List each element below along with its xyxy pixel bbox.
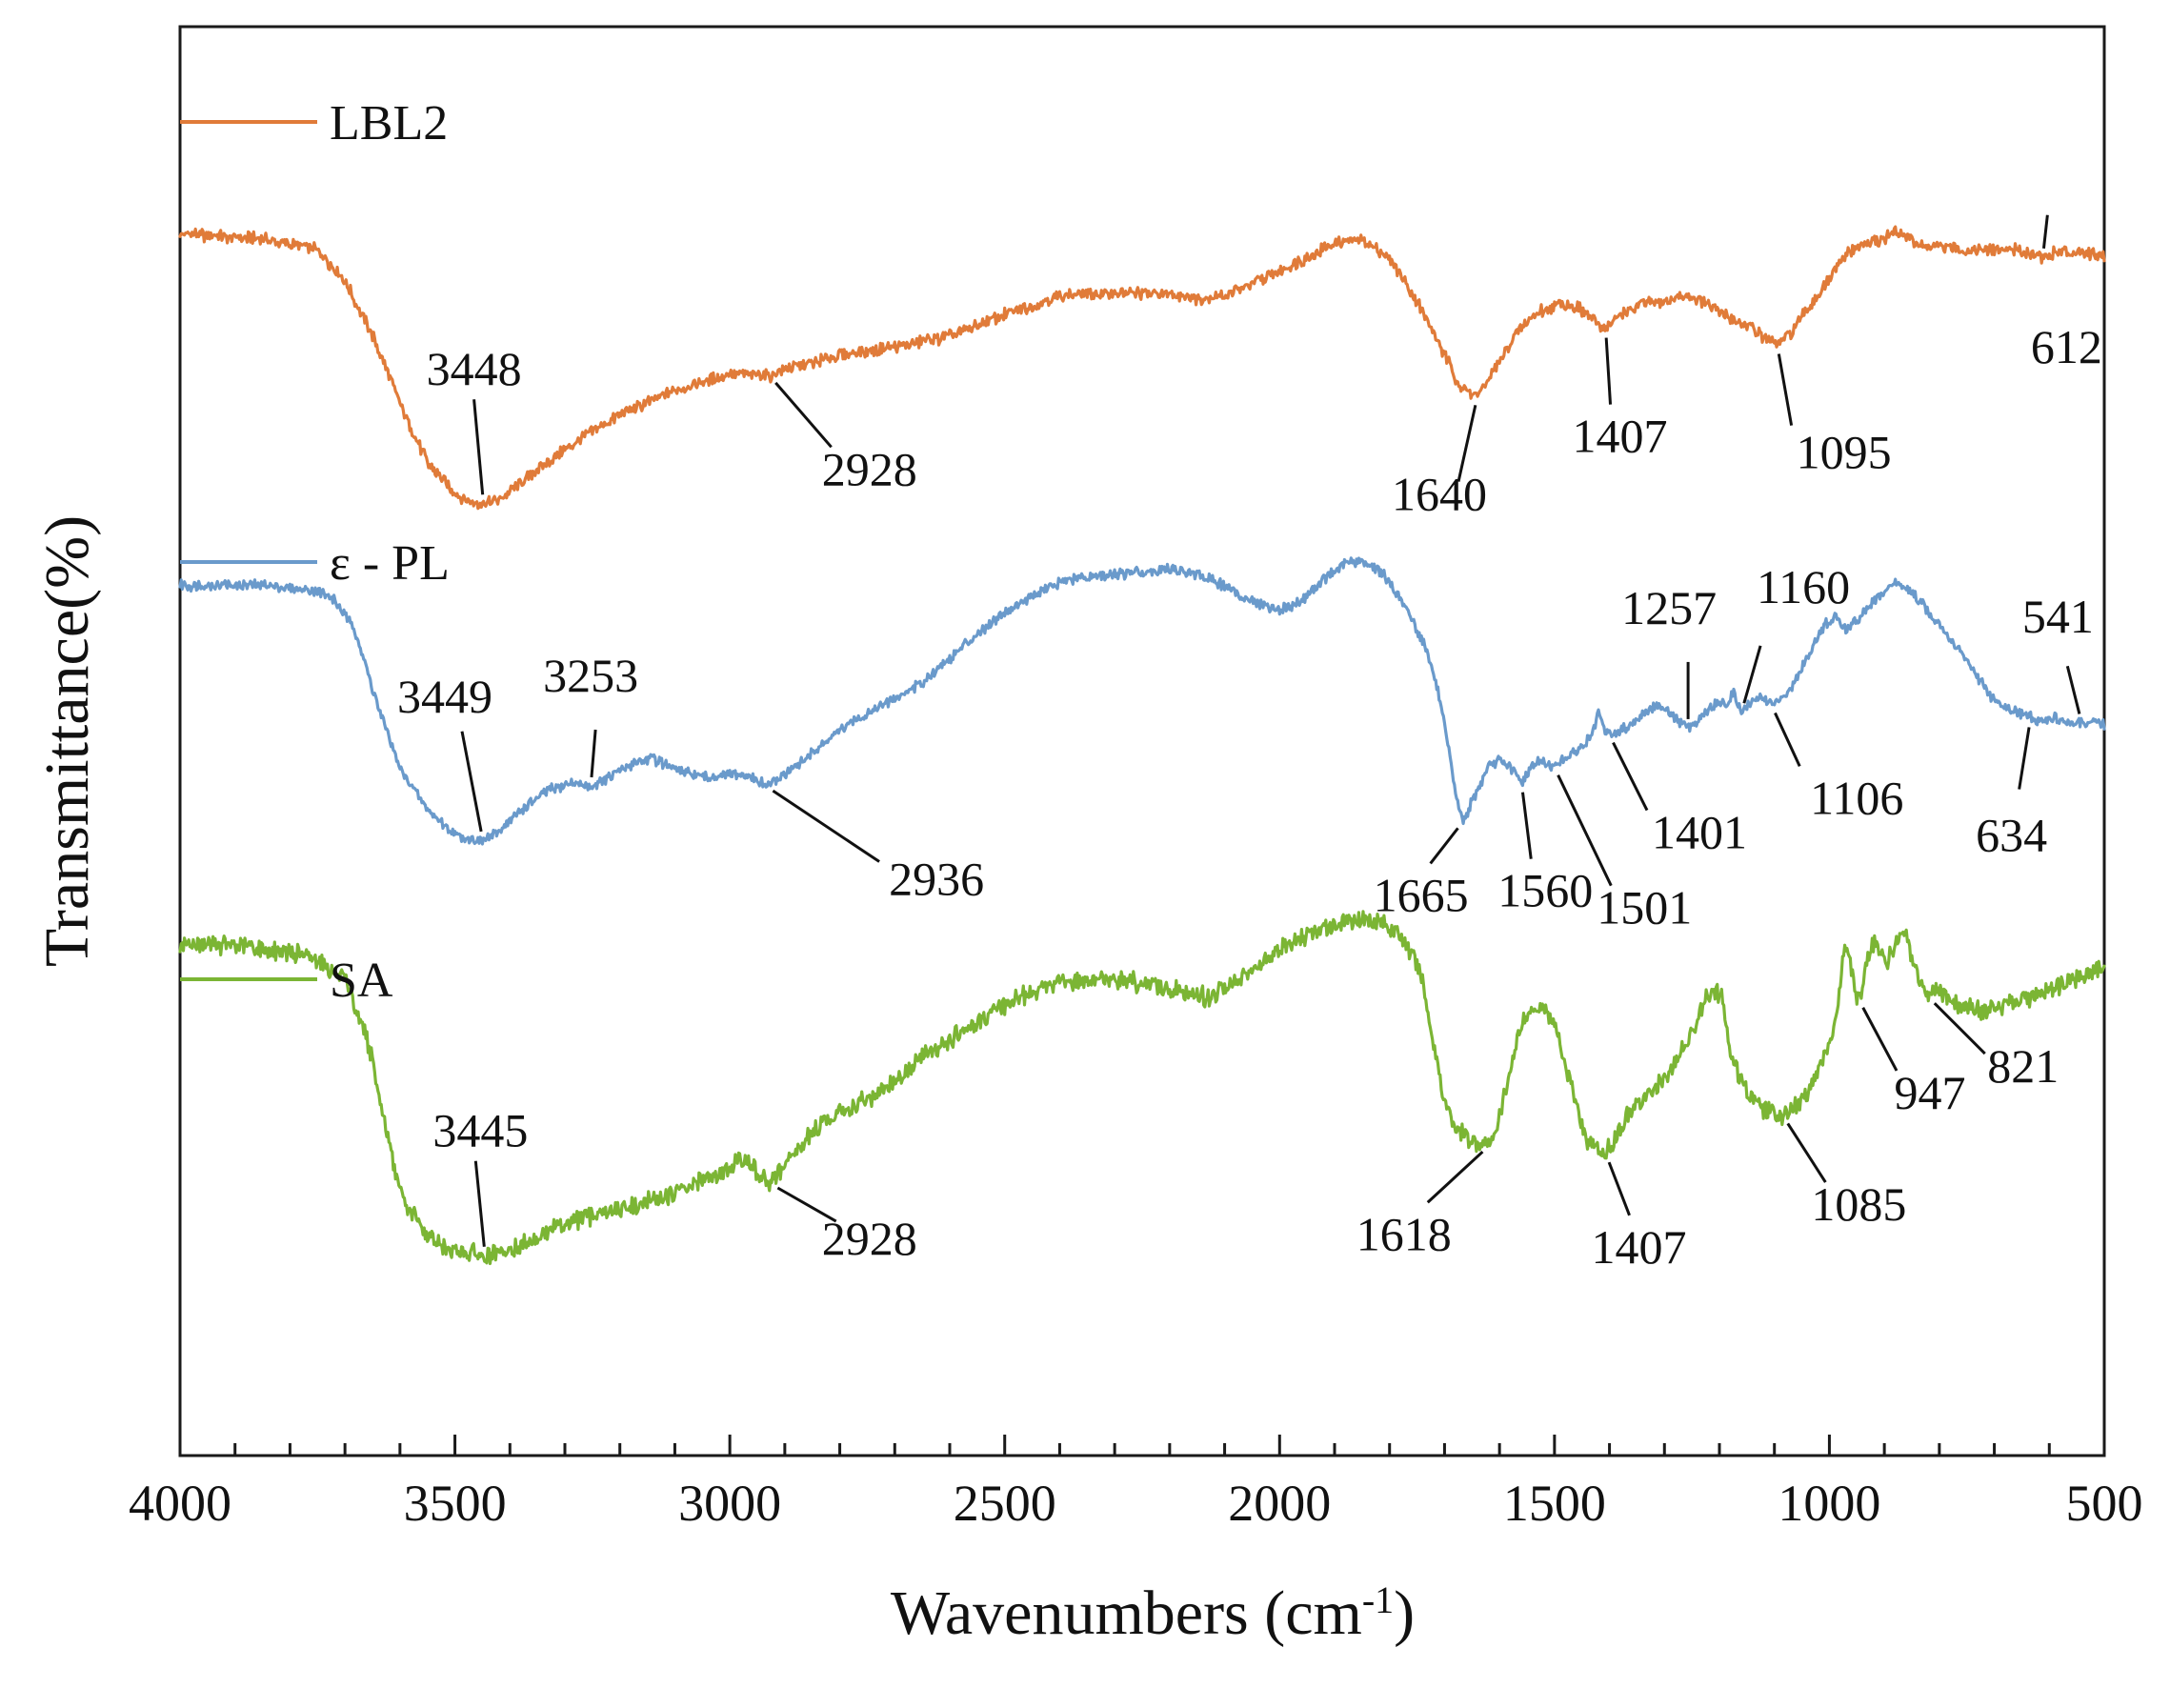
peak-label: 1106 [1810,771,1903,824]
peak-leader-line [1612,741,1649,812]
peak-label: 2928 [822,1212,917,1265]
peak-leader-line [1457,405,1477,482]
peak-label: 1257 [1621,581,1717,634]
x-tick-label: 2000 [1228,1475,1331,1532]
peak-leader-line [590,729,597,778]
peak-leader-line [460,731,483,833]
x-axis-title: Wavenumbers (cm-1) [891,1578,1415,1649]
peak-label: 947 [1895,1066,1966,1119]
peak-leader-line [1786,1122,1827,1183]
peak-label: 1618 [1356,1207,1452,1260]
peak-label: 541 [2022,590,2094,643]
peak-leader-line [1426,1150,1484,1204]
x-axis-title-superscript: -1 [1362,1578,1394,1621]
peak-annotations: 3448 2928 1640 1407 1095 612 3449 3253 2936 1665 1… [397,214,2102,1274]
x-tick-label: 500 [2066,1475,2143,1532]
peak-label: 1095 [1797,426,1892,479]
peak-label: 1085 [1811,1177,1906,1231]
legend-label: LBL2 [330,96,448,151]
x-tick-label: 4000 [129,1475,231,1532]
peak-label: 3253 [543,649,638,702]
peak-label: 2936 [889,853,984,906]
x-tick-label: 1000 [1778,1475,1880,1532]
x-tick-label: 3000 [678,1475,781,1532]
x-axis-title-main: Wavenumbers (cm [891,1578,1362,1648]
series-line-pl [178,556,2106,846]
peak-leader-line [1557,774,1613,887]
peak-leader-line [1777,353,1794,426]
peak-label: 1640 [1392,468,1487,521]
peak-label: 1501 [1597,881,1692,934]
peak-label: 1407 [1573,410,1668,463]
plot-frame [178,25,2106,1457]
peak-label: 1560 [1497,864,1593,917]
peak-leader-line [473,1160,486,1247]
peak-label: 3448 [427,342,522,395]
y-axis-title: Transmittance(%) [32,515,102,967]
spectra [178,225,2106,1266]
peak-label: 612 [2031,320,2102,373]
peak-leader-line [2065,665,2081,714]
peak-leader-line [2018,727,2031,790]
peak-leader-line [1604,337,1613,405]
peak-leader-line [774,381,833,449]
peak-leader-line [2041,214,2049,249]
axes [178,25,2106,1457]
peak-label: 1407 [1592,1220,1687,1274]
peak-leader-line [1861,1007,1899,1072]
peak-leader-line [1742,645,1762,704]
peak-leader-line [772,789,880,863]
x-tick-label: 3500 [404,1475,507,1532]
x-axis-title-close: ) [1394,1578,1415,1648]
x-tick-label: 1500 [1503,1475,1606,1532]
peak-leader-line [1933,1002,1986,1055]
peak-leader-line [1774,712,1801,767]
peak-label: 634 [1976,809,2047,862]
peak-leader-line [1520,792,1533,859]
peak-label: 3445 [432,1104,528,1157]
peak-label: 1401 [1652,806,1747,859]
peak-label: 1665 [1374,868,1469,921]
legend: LBL2 ε - PL SA [180,96,450,1008]
peak-leader-line [1429,827,1459,865]
peak-leader-line [776,1186,837,1223]
peak-leader-line [472,399,485,495]
series-line-sa [178,910,2106,1266]
peak-label: 3449 [397,670,492,723]
x-tick-label: 2500 [954,1475,1056,1532]
legend-label: SA [330,954,393,1008]
peak-label: 821 [1987,1039,2059,1093]
peak-label: 1160 [1757,560,1850,613]
series-line-lbl2 [178,225,2106,511]
x-axis-ticks: 4000 3500 3000 2500 2000 1500 1000 500 [129,1435,2143,1532]
peak-leader-line [1607,1161,1631,1216]
peak-label: 2928 [822,442,917,495]
legend-label: ε - PL [330,536,450,591]
